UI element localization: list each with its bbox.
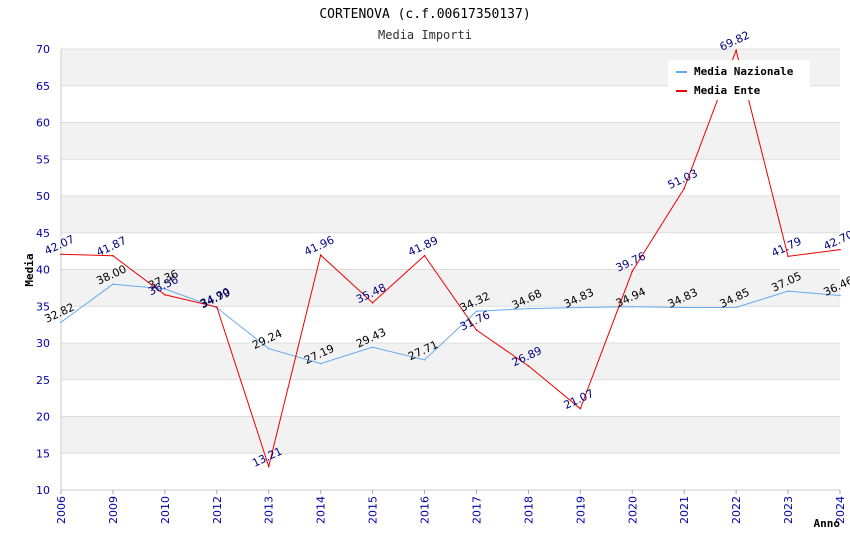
data-point	[423, 359, 426, 361]
x-tick-label: 2016	[419, 496, 432, 524]
x-tick-label: 2010	[159, 496, 172, 524]
y-tick-label: 45	[36, 227, 50, 240]
x-tick-label: 2012	[211, 496, 224, 524]
grid-band	[61, 343, 840, 380]
x-tick-label: 2019	[574, 496, 587, 524]
x-tick-label: 2024	[834, 496, 847, 524]
data-point	[60, 321, 62, 324]
y-tick-label: 30	[36, 337, 50, 350]
grid-band	[61, 269, 840, 307]
x-tick-label: 2022	[730, 496, 743, 524]
legend-box	[668, 60, 810, 100]
data-point	[371, 301, 374, 304]
data-label-ente: 21.07	[562, 387, 596, 412]
data-label-ente: 51.03	[666, 167, 700, 192]
data-point	[839, 294, 841, 297]
x-tick-label: 2020	[626, 496, 639, 524]
grid-bands	[61, 49, 840, 454]
x-tick-label: 2014	[315, 496, 328, 524]
data-point	[839, 248, 841, 251]
y-tick-label: 55	[36, 153, 50, 166]
data-point	[631, 270, 634, 273]
data-point	[735, 306, 737, 309]
legend-label-nazionale: Media Nazionale	[694, 65, 794, 78]
x-tick-label: 2017	[470, 496, 483, 524]
x-tick-label: 2013	[263, 496, 276, 524]
data-label-ente: 41.89	[406, 234, 440, 259]
data-point	[216, 306, 218, 308]
data-point	[475, 329, 478, 331]
data-point	[164, 293, 166, 296]
x-tick-label: 2018	[522, 496, 535, 524]
series-line-nazionale	[60, 283, 841, 365]
data-point	[683, 187, 685, 190]
data-point	[579, 407, 582, 410]
grid-band	[61, 416, 840, 454]
chart-title: CORTENOVA (c.f.00617350137)	[319, 7, 530, 22]
data-point	[475, 310, 478, 313]
data-point	[112, 254, 114, 257]
y-tick-label: 50	[36, 190, 50, 203]
x-tick-label: 2023	[782, 496, 795, 524]
data-point	[527, 365, 530, 367]
series-line-ente	[60, 48, 841, 469]
data-point	[164, 288, 166, 290]
grid-lines	[60, 48, 840, 491]
data-point	[527, 307, 530, 310]
data-point	[60, 253, 62, 256]
y-tick-label: 10	[36, 484, 50, 497]
data-label-ente: 41.79	[770, 235, 804, 260]
data-point	[579, 306, 582, 309]
data-point	[112, 283, 114, 286]
grid-band	[61, 122, 840, 160]
data-point	[371, 346, 374, 348]
data-point	[683, 306, 685, 309]
series-group	[60, 48, 841, 469]
y-tick-label: 25	[36, 374, 50, 387]
data-point	[423, 254, 426, 257]
y-tick-label: 20	[36, 411, 50, 424]
y-tick-label: 35	[36, 300, 50, 313]
x-tick-label: 2006	[55, 496, 68, 524]
data-label-ente: 41.96	[302, 233, 336, 258]
chart-subtitle: Media Importi	[378, 28, 472, 42]
legend: Media Nazionale Media Ente	[668, 60, 810, 100]
x-axis: 2006 2009 2010 2012 2013 2014 2015 2016 2017 2018…	[55, 490, 847, 524]
data-point	[787, 290, 789, 292]
y-axis: 10 15 20 25 30 35 40 45 50 55 60 65 70	[36, 43, 50, 497]
y-tick-label: 40	[36, 264, 50, 277]
y-axis-title: Media	[23, 253, 36, 286]
x-tick-label: 2009	[107, 496, 120, 524]
data-point	[267, 347, 270, 350]
x-tick-label: 2015	[367, 496, 380, 524]
y-tick-label: 15	[36, 447, 50, 460]
y-tick-label: 70	[36, 43, 50, 56]
data-point	[267, 465, 270, 468]
y-tick-label: 65	[36, 80, 50, 93]
data-point	[735, 49, 737, 52]
data-point	[319, 362, 322, 365]
y-tick-label: 60	[36, 117, 50, 130]
x-axis-title: Anno	[814, 517, 841, 530]
data-point	[319, 254, 322, 256]
data-point	[631, 305, 634, 308]
data-point	[787, 255, 789, 258]
grid-band	[61, 196, 840, 233]
legend-label-ente: Media Ente	[694, 84, 761, 97]
x-tick-label: 2021	[678, 496, 691, 524]
